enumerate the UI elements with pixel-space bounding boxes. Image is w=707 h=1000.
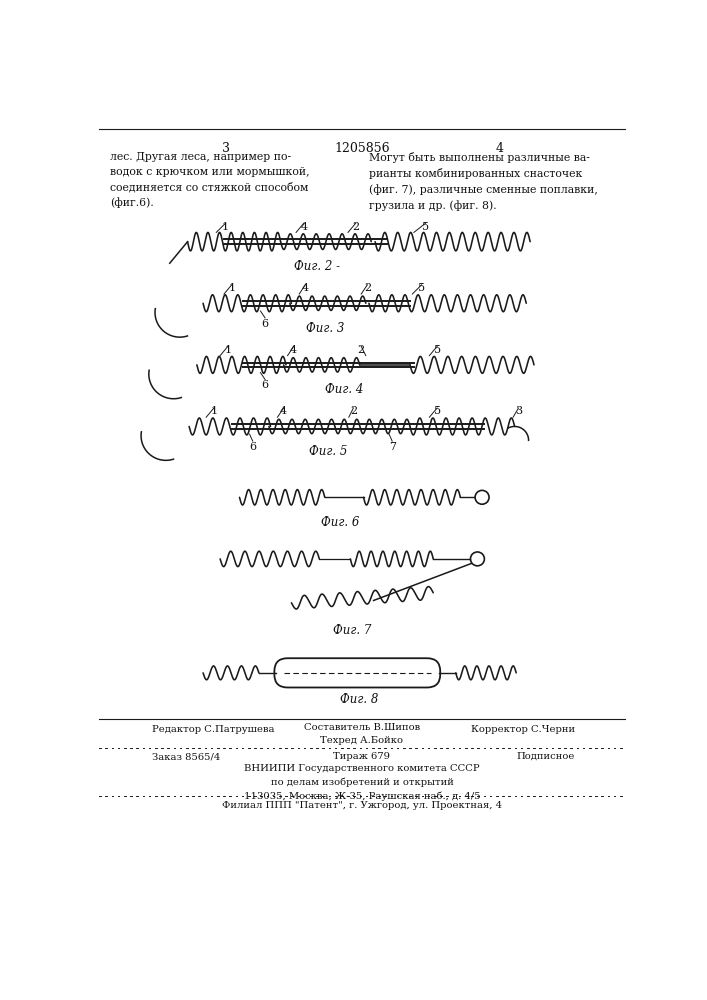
Text: ВНИИПИ Государственного комитета СССР
по делам изобретений и открытий
113035, Мо: ВНИИПИ Государственного комитета СССР по… [244, 764, 480, 801]
Text: Корректор С.Черни: Корректор С.Черни [471, 725, 575, 734]
Text: Филиал ППП "Патент", г. Ужгород, ул. Проектная, 4: Филиал ППП "Патент", г. Ужгород, ул. Про… [222, 801, 502, 810]
Text: 4: 4 [302, 283, 309, 293]
Text: 2: 2 [352, 222, 359, 232]
Text: 5: 5 [418, 283, 425, 293]
Text: Фиг. 5: Фиг. 5 [310, 445, 348, 458]
Text: Тираж 679: Тираж 679 [334, 752, 390, 761]
Text: 1: 1 [222, 222, 229, 232]
Text: 6: 6 [249, 442, 256, 452]
Text: 4: 4 [280, 406, 287, 416]
Text: 1: 1 [224, 345, 231, 355]
Text: 5: 5 [433, 345, 440, 355]
Text: Могут быть выполнены различные ва-
рианты комбинированных снасточек
(фиг. 7), ра: Могут быть выполнены различные ва- риант… [369, 152, 598, 211]
Text: Фиг. 3: Фиг. 3 [305, 322, 344, 335]
Text: 4: 4 [290, 345, 298, 355]
Text: Фиг. 4: Фиг. 4 [325, 383, 363, 396]
Text: 4: 4 [300, 222, 308, 232]
Text: Составитель В.Шипов
Техред А.Бойко: Составитель В.Шипов Техред А.Бойко [304, 723, 420, 745]
Text: Фиг. 6: Фиг. 6 [321, 516, 359, 529]
Text: 2: 2 [350, 406, 357, 416]
Text: Подписное: Подписное [517, 752, 575, 761]
Text: 5: 5 [422, 222, 429, 232]
Text: 1: 1 [211, 406, 218, 416]
Text: Редактор С.Патрушева: Редактор С.Патрушева [152, 725, 274, 734]
Text: 6: 6 [262, 319, 269, 329]
Text: Фиг. 7: Фиг. 7 [333, 624, 371, 637]
Text: 3: 3 [221, 142, 230, 155]
Text: 4: 4 [495, 142, 503, 155]
Text: Заказ 8565/4: Заказ 8565/4 [152, 752, 221, 761]
Text: 7: 7 [389, 442, 396, 452]
Text: 5: 5 [433, 406, 440, 416]
Text: лес. Другая леса, например по-
водок с крючком или мормышкой,
соединяется со стя: лес. Другая леса, например по- водок с к… [110, 152, 310, 208]
Text: 3: 3 [515, 406, 522, 416]
Text: Фиг. 2 -: Фиг. 2 - [294, 260, 340, 273]
Text: 1205856: 1205856 [334, 142, 390, 155]
Text: 1: 1 [228, 283, 235, 293]
Text: 2: 2 [358, 345, 365, 355]
Text: 2: 2 [364, 283, 371, 293]
Text: 6: 6 [262, 380, 269, 390]
Text: Фиг. 8: Фиг. 8 [341, 693, 379, 706]
